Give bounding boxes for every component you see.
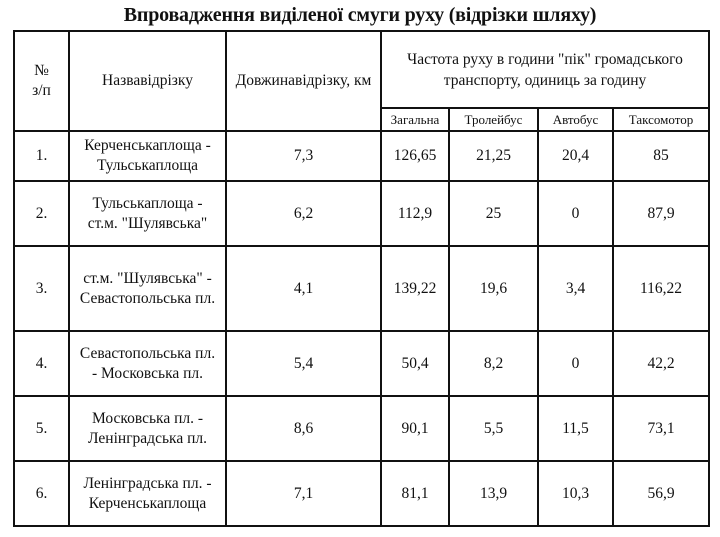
row-trolleybus: 21,25	[448, 130, 539, 182]
row-taxi: 42,2	[611, 330, 711, 397]
table-row: 4. Севастопольська пл. - Московська пл. …	[13, 330, 711, 397]
row-trolleybus: 19,6	[448, 245, 539, 332]
row-total: 81,1	[380, 460, 450, 527]
table-row: 1. Керченськаплоща - Тульськаплоща 7,3 1…	[13, 130, 711, 182]
row-length: 7,3	[225, 130, 382, 182]
row-trolleybus: 13,9	[448, 460, 539, 527]
row-trolleybus: 8,2	[448, 330, 539, 397]
row-length: 5,4	[225, 330, 382, 397]
row-length: 4,1	[225, 245, 382, 332]
row-taxi: 56,9	[611, 460, 711, 527]
header-length: Довжинавідрізку, км	[225, 30, 382, 132]
row-length: 8,6	[225, 395, 382, 462]
row-trolleybus: 25	[448, 180, 539, 247]
table-row: 6. Ленінградська пл. - Керченськаплоща 7…	[13, 460, 711, 527]
row-bus: 10,3	[537, 460, 614, 527]
row-bus: 11,5	[537, 395, 614, 462]
row-taxi: 116,22	[611, 245, 711, 332]
row-length: 7,1	[225, 460, 382, 527]
traffic-table: № з/п Назвавідрізку Довжинавідрізку, км …	[13, 30, 711, 527]
row-segment-name: ст.м. "Шулявська" - Севастопольська пл.	[68, 245, 227, 332]
row-taxi: 87,9	[611, 180, 711, 247]
row-total: 50,4	[380, 330, 450, 397]
row-total: 139,22	[380, 245, 450, 332]
header-total: Загальна	[380, 107, 450, 132]
row-segment-name: Московська пл. - Ленінградська пл.	[68, 395, 227, 462]
row-num: 5.	[13, 395, 70, 462]
row-segment-name: Севастопольська пл. - Московська пл.	[68, 330, 227, 397]
table-row: 5. Московська пл. - Ленінградська пл. 8,…	[13, 395, 711, 462]
row-num: 6.	[13, 460, 70, 527]
row-trolleybus: 5,5	[448, 395, 539, 462]
header-frequency: Частота руху в години "пік" громадського…	[379, 30, 711, 109]
row-segment-name: Керченськаплоща - Тульськаплоща	[68, 130, 227, 182]
row-bus: 20,4	[537, 130, 614, 182]
row-taxi: 73,1	[611, 395, 711, 462]
row-bus: 0	[537, 180, 614, 247]
row-total: 90,1	[380, 395, 450, 462]
header-trolleybus: Тролейбус	[448, 107, 539, 132]
row-num: 2.	[13, 180, 70, 247]
table-row: 3. ст.м. "Шулявська" - Севастопольська п…	[13, 245, 711, 332]
row-num: 3.	[13, 245, 70, 332]
row-total: 112,9	[380, 180, 450, 247]
table-row: 2. Тульськаплоща - ст.м. "Шулявська" 6,2…	[13, 180, 711, 247]
row-total: 126,65	[380, 130, 450, 182]
document-title: Впровадження виділеної смуги руху (відрі…	[123, 4, 597, 26]
header-name: Назвавідрізку	[68, 30, 227, 132]
row-segment-name: Ленінградська пл. - Керченськаплоща	[68, 460, 227, 527]
row-length: 6,2	[225, 180, 382, 247]
row-bus: 0	[537, 330, 614, 397]
row-num: 4.	[13, 330, 70, 397]
header-taxi: Таксомотор	[611, 107, 711, 132]
header-bus: Автобус	[537, 107, 614, 132]
row-taxi: 85	[611, 130, 711, 182]
row-num: 1.	[13, 130, 70, 182]
header-num: № з/п	[13, 30, 70, 132]
row-bus: 3,4	[537, 245, 614, 332]
row-segment-name: Тульськаплоща - ст.м. "Шулявська"	[68, 180, 227, 247]
